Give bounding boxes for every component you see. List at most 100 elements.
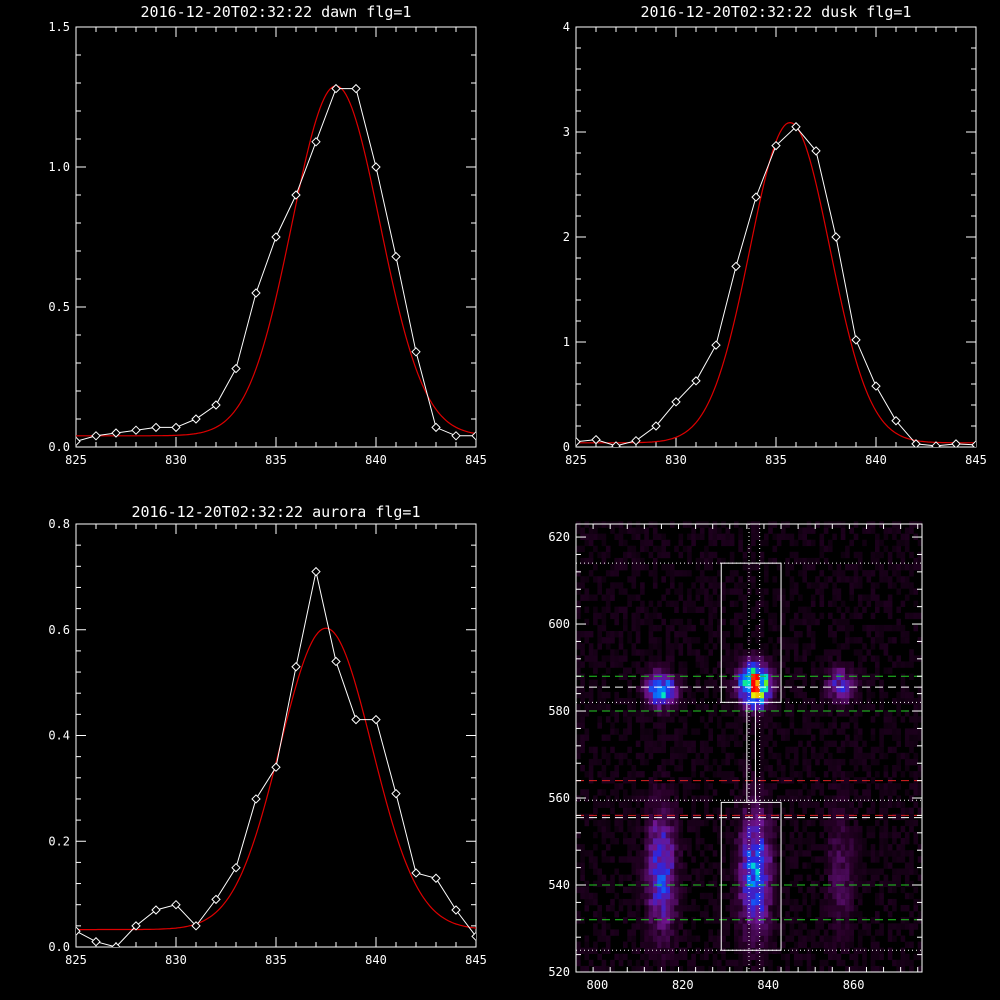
image-pixel xyxy=(657,935,662,942)
image-pixel xyxy=(674,905,679,912)
image-pixel xyxy=(695,521,701,528)
image-pixel xyxy=(729,892,735,900)
image-pixel xyxy=(917,765,923,772)
image-pixel xyxy=(661,886,666,894)
image-pixel xyxy=(776,947,782,954)
image-pixel xyxy=(704,667,709,674)
image-pixel xyxy=(896,850,901,857)
image-pixel xyxy=(764,570,769,577)
image-pixel xyxy=(661,789,666,796)
image-pixel xyxy=(635,905,641,912)
image-pixel xyxy=(768,728,773,735)
image-pixel xyxy=(678,862,684,869)
image-pixel xyxy=(815,856,820,863)
image-pixel xyxy=(819,752,825,760)
image-pixel xyxy=(870,582,876,589)
image-pixel xyxy=(746,874,752,881)
image-pixel xyxy=(742,935,748,942)
image-pixel xyxy=(798,667,803,674)
image-pixel xyxy=(652,819,658,827)
image-pixel xyxy=(742,868,748,875)
image-pixel xyxy=(670,758,675,766)
image-pixel xyxy=(810,752,816,760)
image-pixel xyxy=(746,819,752,827)
image-pixel xyxy=(687,740,692,747)
image-pixel xyxy=(896,752,901,760)
image-pixel xyxy=(776,898,782,906)
image-pixel xyxy=(875,582,880,589)
image-pixel xyxy=(652,570,658,577)
image-pixel xyxy=(734,898,739,906)
image-pixel xyxy=(870,734,876,741)
image-pixel xyxy=(785,868,790,875)
image-pixel xyxy=(657,929,662,936)
image-pixel xyxy=(853,953,859,961)
image-pixel xyxy=(729,618,735,626)
image-pixel xyxy=(772,685,778,693)
image-pixel xyxy=(845,710,850,717)
image-pixel xyxy=(845,704,850,711)
image-pixel xyxy=(759,594,765,601)
image-pixel xyxy=(810,789,816,796)
image-pixel xyxy=(631,886,637,894)
image-pixel xyxy=(699,850,705,857)
image-pixel xyxy=(657,722,662,729)
image-pixel xyxy=(652,771,658,778)
image-pixel xyxy=(755,685,760,693)
image-pixel xyxy=(853,533,859,540)
image-pixel xyxy=(648,813,654,821)
image-pixel xyxy=(892,886,897,894)
image-pixel xyxy=(849,673,854,680)
image-pixel xyxy=(640,874,645,881)
image-pixel xyxy=(759,929,765,936)
image-pixel xyxy=(635,831,641,839)
image-pixel xyxy=(802,892,807,900)
image-pixel xyxy=(875,874,880,881)
image-pixel xyxy=(772,704,778,711)
image-pixel xyxy=(725,710,731,717)
image-pixel xyxy=(588,898,594,906)
image-pixel xyxy=(704,758,709,766)
image-pixel xyxy=(661,716,666,723)
image-pixel xyxy=(627,551,632,559)
image-pixel xyxy=(900,752,906,760)
image-pixel xyxy=(879,740,884,747)
image-pixel xyxy=(721,953,726,961)
image-pixel xyxy=(648,691,654,699)
image-pixel xyxy=(836,673,842,680)
image-pixel xyxy=(576,746,581,754)
image-pixel xyxy=(687,570,692,577)
image-pixel xyxy=(789,880,795,888)
image-pixel xyxy=(904,545,910,553)
image-pixel xyxy=(674,728,679,735)
image-pixel xyxy=(618,698,624,705)
image-pixel xyxy=(909,527,914,534)
image-pixel xyxy=(717,838,722,845)
image-pixel xyxy=(742,959,748,967)
image-pixel xyxy=(640,673,645,680)
image-pixel xyxy=(687,746,692,754)
image-pixel xyxy=(823,898,829,906)
image-pixel xyxy=(742,557,748,565)
image-pixel xyxy=(648,874,654,881)
image-pixel xyxy=(734,722,739,729)
image-pixel xyxy=(691,953,696,961)
image-pixel xyxy=(576,795,581,802)
image-pixel xyxy=(597,917,602,924)
image-pixel xyxy=(866,704,872,711)
image-pixel xyxy=(751,667,756,674)
image-pixel xyxy=(721,941,726,948)
image-pixel xyxy=(828,765,833,772)
image-pixel xyxy=(913,728,919,735)
image-pixel xyxy=(610,631,615,638)
image-pixel xyxy=(729,588,735,595)
image-pixel xyxy=(815,557,820,565)
image-pixel xyxy=(734,801,739,808)
image-pixel xyxy=(635,649,641,656)
image-pixel xyxy=(746,923,752,930)
image-pixel xyxy=(614,953,619,961)
image-pixel xyxy=(746,959,752,967)
image-pixel xyxy=(764,655,769,662)
image-pixel xyxy=(836,679,842,687)
image-pixel xyxy=(793,667,799,674)
